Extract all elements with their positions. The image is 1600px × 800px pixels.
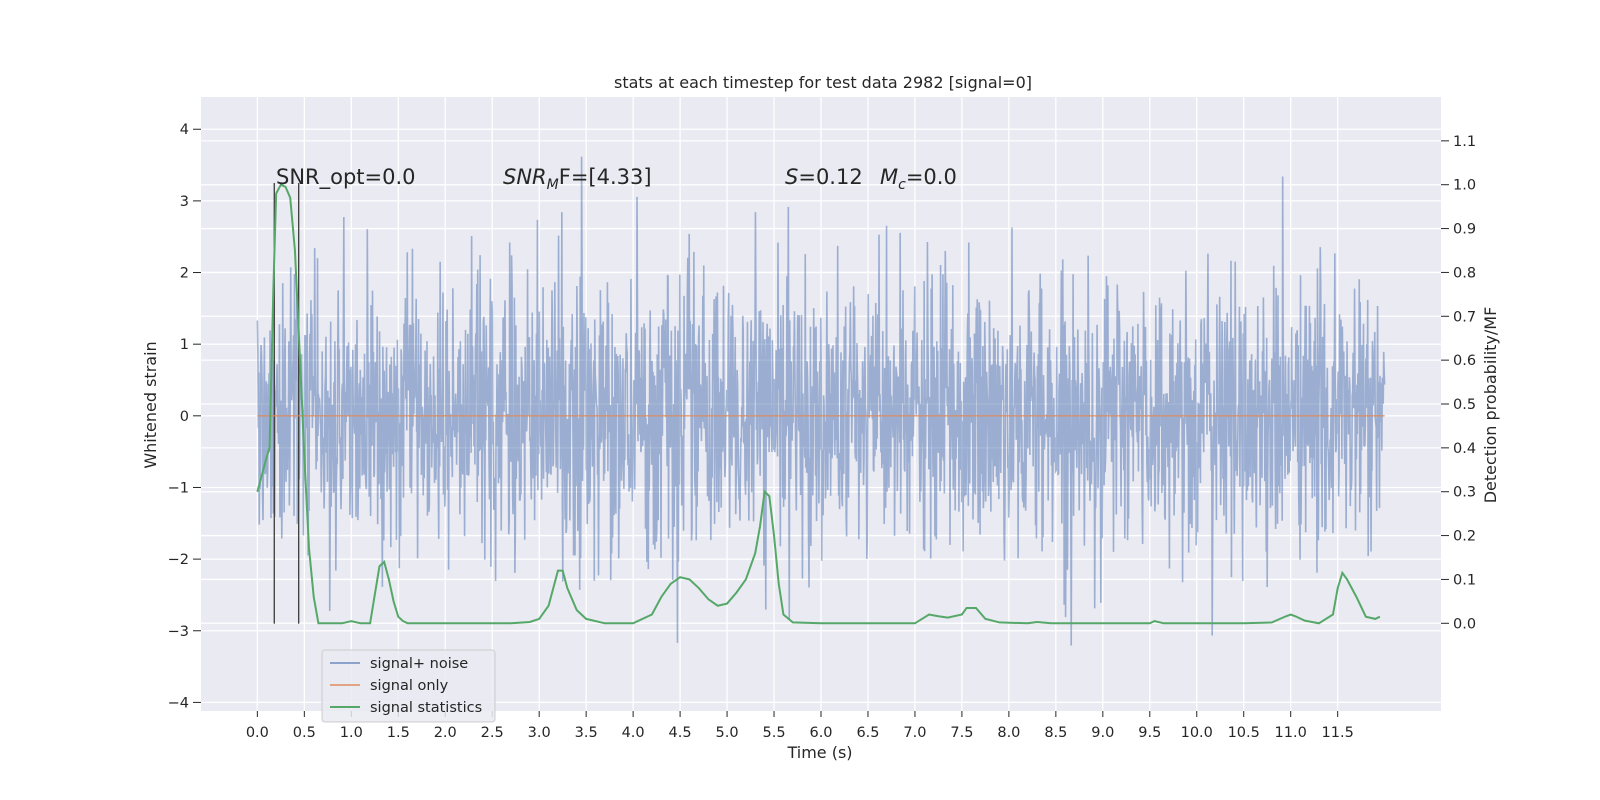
y-tick-label-right: 0.9 xyxy=(1453,222,1476,238)
y-tick-label-right: 0.6 xyxy=(1453,353,1476,369)
x-tick-label: 3.0 xyxy=(528,725,551,741)
y-tick-label-right: 0.1 xyxy=(1453,572,1476,588)
x-tick-label: 8.0 xyxy=(997,725,1020,741)
y-tick-label-right: 0.7 xyxy=(1453,309,1476,325)
y-tick-label-right: 1.0 xyxy=(1453,178,1476,194)
y-tick-label-left: 1 xyxy=(180,337,189,353)
y-tick-label-right: 0.5 xyxy=(1453,397,1476,413)
y-tick-label-left: −4 xyxy=(168,695,189,711)
annotation-mc: Mc=0.0 xyxy=(880,165,957,193)
x-tick-label: 6.0 xyxy=(809,725,832,741)
snr-mf-base: SNR xyxy=(503,165,547,189)
y-ticks-left: 4 3 2 1 0 −1 −2 −3 −4 xyxy=(168,122,201,711)
s-label: S xyxy=(785,165,798,189)
x-axis-label: Time (s) xyxy=(786,743,852,762)
y-tick-label-left: 0 xyxy=(180,409,189,425)
x-tick-label: 6.5 xyxy=(856,725,879,741)
legend-label-stats: signal statistics xyxy=(370,700,482,716)
x-tick-label: 2.5 xyxy=(481,725,504,741)
y-axis-label-left: Whitened strain xyxy=(141,341,160,468)
noise-trace xyxy=(256,156,1386,646)
x-tick-label: 7.0 xyxy=(903,725,926,741)
y-tick-label-left: 3 xyxy=(180,194,189,210)
y-tick-label-right: 1.1 xyxy=(1453,134,1476,150)
y-tick-label-left: 2 xyxy=(180,266,189,282)
x-tick-label: 2.0 xyxy=(434,725,457,741)
y-ticks-right: 1.1 1.0 0.9 0.8 0.7 0.6 0.5 0.4 0.3 0.2 0.1 0.0 xyxy=(1441,134,1476,632)
signal-statistics-line xyxy=(256,183,1381,625)
y-tick-label-right: 0.3 xyxy=(1453,485,1476,501)
x-tick-label: 4.0 xyxy=(622,725,645,741)
x-tick-label: 11.5 xyxy=(1322,725,1354,741)
mc-value: =0.0 xyxy=(906,165,957,189)
y-tick-label-right: 0.2 xyxy=(1453,529,1476,545)
snr-mf-tail: F=[4.33] xyxy=(559,165,652,189)
legend-label-signal: signal only xyxy=(370,678,449,694)
x-tick-label: 11.0 xyxy=(1275,725,1307,741)
y-tick-label-left: 4 xyxy=(180,122,189,138)
x-tick-label: 1.0 xyxy=(340,725,363,741)
x-tick-label: 10.5 xyxy=(1228,725,1260,741)
mc-sub: c xyxy=(898,177,906,193)
legend: signal+ noise signal only signal statist… xyxy=(321,649,496,723)
x-tick-label: 0.0 xyxy=(246,725,269,741)
annotation-snr-opt: SNR_opt=0.0 xyxy=(276,165,416,190)
y-tick-label-right: 0.0 xyxy=(1453,616,1476,632)
x-tick-label: 10.0 xyxy=(1181,725,1213,741)
x-tick-label: 7.5 xyxy=(950,725,973,741)
mc-label: M xyxy=(880,165,898,189)
x-tick-label: 0.5 xyxy=(293,725,316,741)
y-tick-label-right: 0.8 xyxy=(1453,265,1476,281)
x-tick-label: 3.5 xyxy=(575,725,598,741)
legend-box xyxy=(321,649,496,723)
annotation-snr-mf: SNRMF=[4.33] xyxy=(503,165,652,193)
y-tick-label-left: −1 xyxy=(168,480,189,496)
y-tick-label-right: 0.4 xyxy=(1453,441,1476,457)
x-tick-label: 9.5 xyxy=(1138,725,1161,741)
x-tick-label: 1.5 xyxy=(387,725,410,741)
legend-label-noise: signal+ noise xyxy=(370,656,468,672)
x-ticks: 0.0 0.5 1.0 1.5 2.0 2.5 3.0 3.5 4.0 4.5 5.0 5.5 6.0 6… xyxy=(246,711,1354,741)
y-tick-label-left: −3 xyxy=(168,624,189,640)
noise-series xyxy=(256,156,1386,646)
x-tick-label: 4.5 xyxy=(669,725,692,741)
annotation-s: S=0.12 xyxy=(785,165,863,189)
x-tick-label: 9.0 xyxy=(1091,725,1114,741)
chart-title: stats at each timestep for test data 298… xyxy=(614,73,1032,92)
x-tick-label: 5.0 xyxy=(716,725,739,741)
y-axis-label-right: Detection probability/MF xyxy=(1481,307,1500,504)
snr-mf-sub: M xyxy=(547,177,559,193)
s-value: =0.12 xyxy=(798,165,862,189)
x-tick-label: 8.5 xyxy=(1044,725,1067,741)
y-tick-label-left: −2 xyxy=(168,552,189,568)
x-tick-label: 5.5 xyxy=(762,725,785,741)
